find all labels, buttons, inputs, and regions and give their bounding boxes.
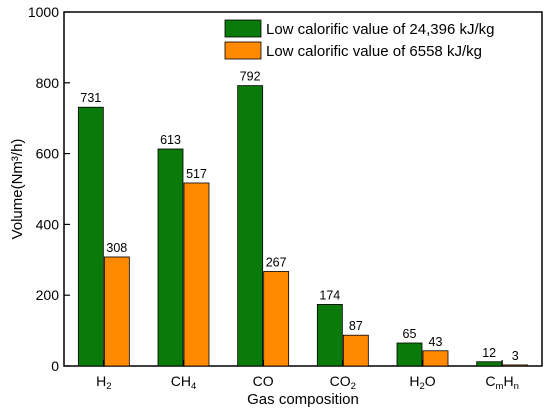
plot-frame	[63, 11, 543, 367]
data-label-series-1-5: 12	[482, 346, 496, 360]
legend-label-series-1: Low calorific value of 24,396 kJ/kg	[266, 21, 494, 38]
bar-series-1-3	[316, 304, 343, 367]
y-tick-label: 200	[36, 287, 60, 303]
y-tick-label: 600	[36, 146, 60, 162]
bar-series-2-0	[103, 256, 130, 367]
x-tick-label-3: CO2	[330, 373, 356, 392]
data-label-series-2-4: 43	[429, 335, 443, 349]
y-tick-label: 400	[36, 216, 60, 232]
data-label-series-2-0: 308	[106, 241, 127, 255]
data-label-series-1-4: 65	[403, 327, 417, 341]
bar-series-2-2	[263, 271, 290, 367]
data-label-series-1-2: 792	[240, 70, 261, 84]
bar-series-1-1	[157, 148, 184, 367]
y-axis: 0 200 400 600 800 1000	[28, 4, 70, 374]
x-tick-label-0: H2	[96, 373, 111, 392]
legend: Low calorific value of 24,396 kJ/kg Low …	[224, 19, 494, 60]
bars	[77, 85, 529, 367]
legend-label-series-2: Low calorific value of 6558 kJ/kg	[266, 43, 482, 60]
legend-swatch-series-2	[224, 41, 262, 60]
x-axis-title: Gas composition	[247, 391, 359, 408]
y-tick-label: 0	[51, 358, 59, 374]
data-label-series-1-0: 731	[80, 91, 101, 105]
bar-series-2-3	[342, 334, 369, 367]
data-label-series-2-1: 517	[186, 167, 207, 181]
y-tick-label: 800	[36, 75, 60, 91]
bar-series-2-5	[502, 364, 529, 367]
x-tick-label-2: CO	[253, 373, 274, 389]
data-label-series-1-1: 613	[160, 133, 181, 147]
data-label-series-2-3: 87	[349, 319, 363, 333]
bar-series-2-4	[422, 350, 449, 367]
data-label-series-1-3: 174	[319, 288, 340, 302]
y-tick-label: 1000	[28, 4, 59, 20]
bar-series-1-5	[476, 361, 503, 367]
bar-series-1-4	[396, 342, 423, 367]
bar-series-1-0	[77, 106, 104, 367]
x-tick-label-4: H2O	[409, 373, 435, 392]
x-axis: H2 CH4 CO CO2 H2O CmHn	[96, 360, 519, 392]
data-label-series-2-5: 3	[512, 349, 519, 363]
legend-swatch-series-1	[224, 19, 262, 38]
bar-series-2-1	[183, 182, 210, 367]
x-tick-label-5: CmHn	[485, 373, 518, 392]
bar-series-1-2	[237, 85, 264, 367]
data-label-series-2-2: 267	[266, 255, 287, 269]
x-tick-label-1: CH4	[171, 373, 197, 392]
y-axis-title: Volume(Nm³/h)	[9, 139, 26, 240]
data-labels: 731 308 613 517 792 267 174 87 65 43 12 3	[80, 70, 518, 363]
